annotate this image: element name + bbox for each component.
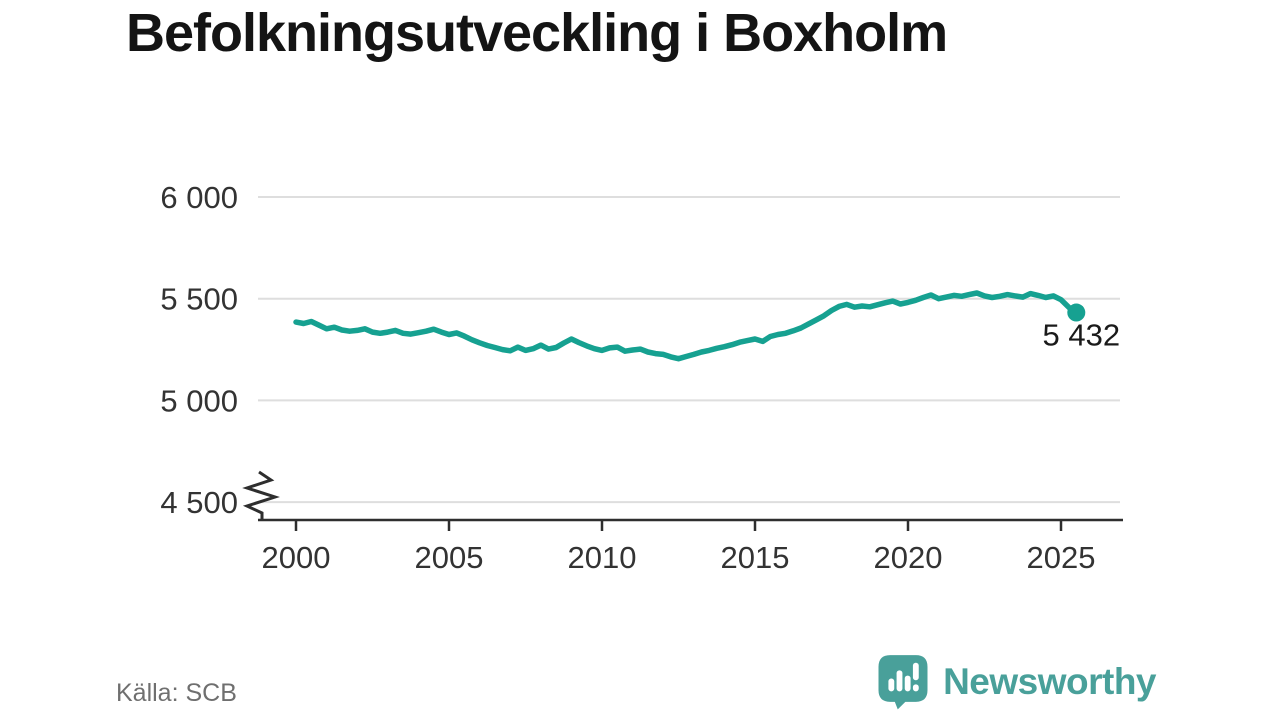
end-value-label: 5 432 (1043, 318, 1121, 353)
source-caption: Källa: SCB (116, 679, 237, 707)
axis-break-icon (242, 470, 280, 521)
svg-text:4 500: 4 500 (160, 485, 238, 520)
gridlines (258, 196, 1120, 504)
chart-title: Befolkningsutveckling i Boxholm (126, 3, 948, 63)
svg-text:2020: 2020 (874, 540, 943, 575)
newsworthy-logo-icon (878, 655, 928, 710)
svg-text:2005: 2005 (415, 540, 484, 575)
x-axis-tick-labels: 2000 2005 2010 2015 2020 2025 (262, 540, 1096, 575)
svg-text:2010: 2010 (568, 540, 637, 575)
svg-text:2015: 2015 (721, 540, 790, 575)
population-line (293, 290, 1080, 362)
newsworthy-logo: Newsworthy (877, 654, 1156, 710)
y-axis-labels: 6 000 5 500 5 000 4 500 (160, 180, 238, 520)
svg-text:2000: 2000 (262, 540, 331, 575)
end-point-dot (1067, 303, 1086, 322)
svg-text:2025: 2025 (1027, 540, 1096, 575)
x-axis-ticks (294, 520, 1063, 531)
svg-text:6 000: 6 000 (160, 180, 238, 215)
x-axis (242, 470, 1123, 522)
svg-text:5 000: 5 000 (160, 383, 238, 418)
newsworthy-logo-text: Newsworthy (943, 661, 1156, 702)
svg-text:5 500: 5 500 (160, 282, 238, 317)
